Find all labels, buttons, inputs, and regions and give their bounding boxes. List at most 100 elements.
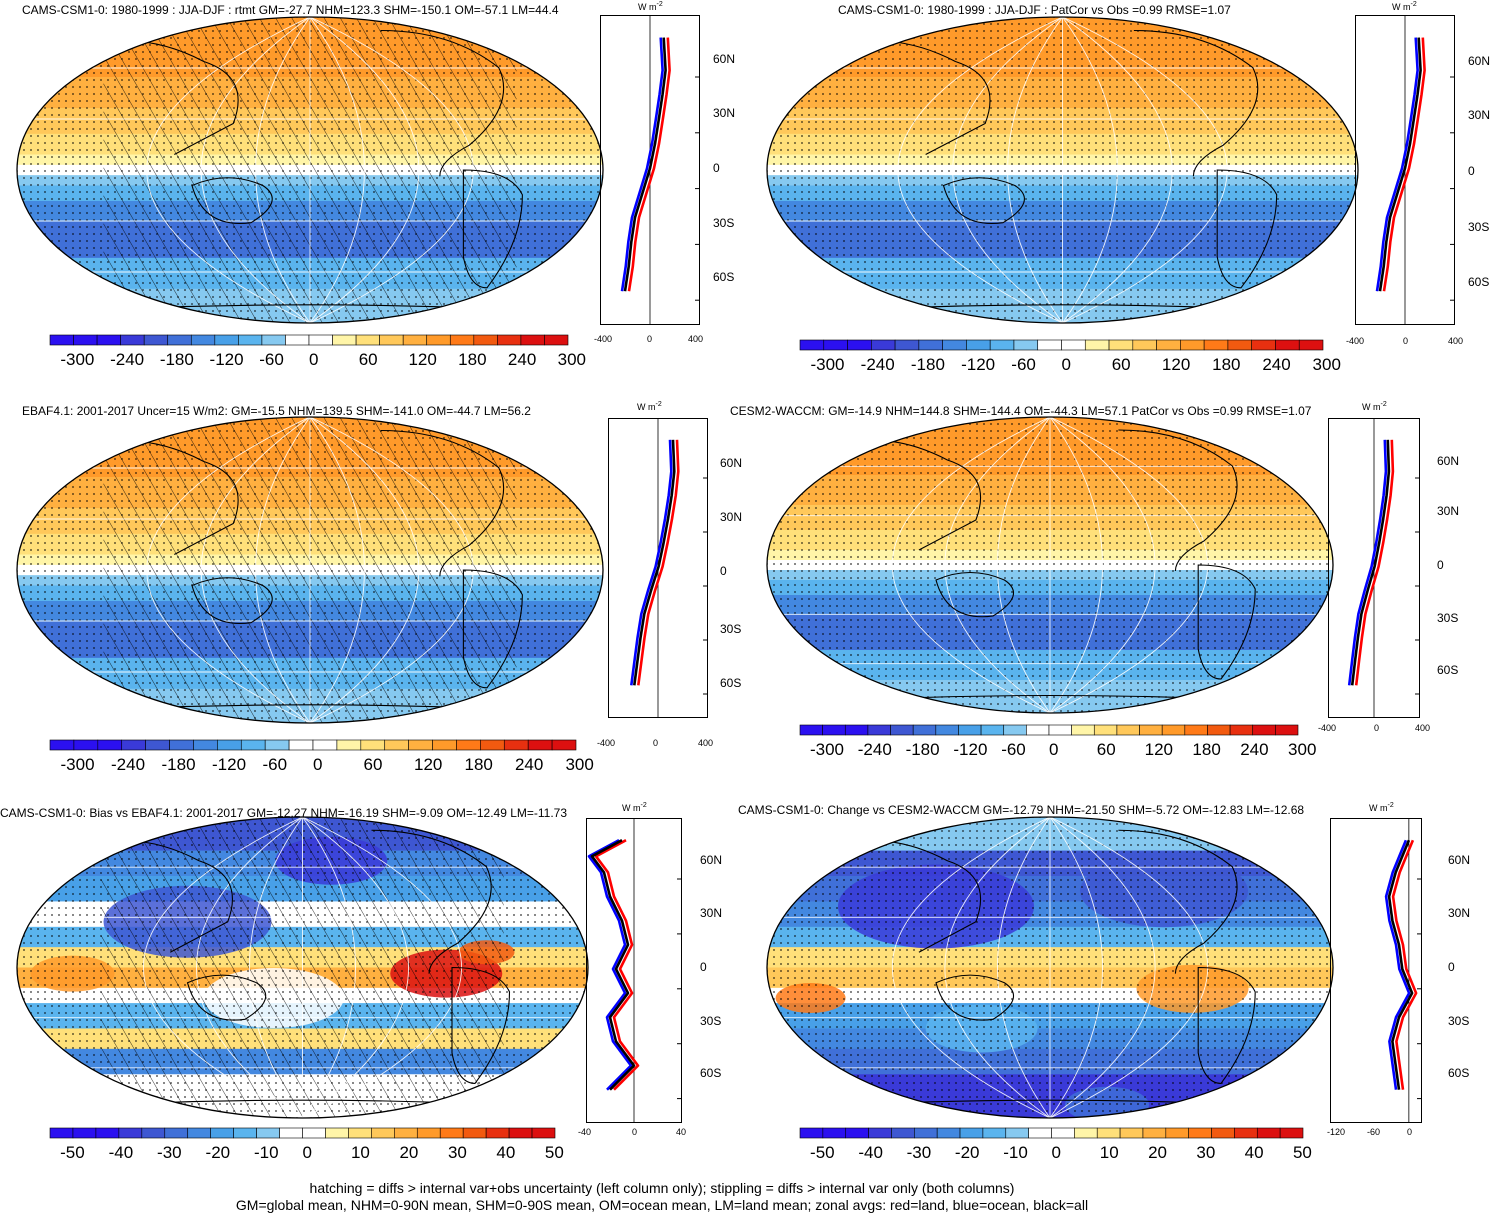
zonal-line-land <box>1382 37 1426 292</box>
xtick: 400 <box>688 334 704 344</box>
xtick: 0 <box>632 1127 638 1137</box>
colorbar-cell <box>966 339 991 351</box>
colorbar-cell <box>1251 339 1276 351</box>
colorbar-cell <box>845 1127 869 1139</box>
colorbar-cell <box>890 724 914 736</box>
colorbar-cell <box>914 1127 938 1139</box>
colorbar-label: -40 <box>108 1143 134 1162</box>
colorbar-5 <box>799 1127 1304 1139</box>
meridian-line <box>997 817 1051 1118</box>
colorbar-cell <box>402 334 428 346</box>
colorbar-label: -300 <box>60 350 95 369</box>
colorbar-cell <box>256 1127 280 1139</box>
zonal-line-ocean <box>1375 37 1419 292</box>
colorbar-label: -20 <box>954 1143 980 1162</box>
meridian-line <box>1049 817 1103 1118</box>
colorbar-label: 180 <box>458 350 487 369</box>
unit-exponent: -2 <box>655 401 662 408</box>
graticule <box>767 17 1358 323</box>
colorbar-cell <box>1207 724 1231 736</box>
colorbar-label: 10 <box>350 1143 370 1162</box>
coastline <box>462 169 523 289</box>
colorbar-cell <box>1093 724 1118 736</box>
coastline <box>380 29 505 177</box>
colorbar-label: -40 <box>858 1143 883 1162</box>
lat-label: 30S <box>1437 611 1459 625</box>
colorbar-cell <box>279 1127 303 1139</box>
colorbar-label: 60 <box>1096 740 1116 759</box>
colorbar-cell <box>416 1127 441 1139</box>
colorbar-cell <box>551 739 577 751</box>
colorbar-label: 0 <box>313 755 323 774</box>
colorbar-label: 240 <box>1262 355 1291 374</box>
lat-label: 30S <box>1448 1014 1470 1028</box>
panel-title-0: CAMS-CSM1-0: 1980-1999 : JJA-DJF : rtmt … <box>22 3 559 17</box>
meridian-line <box>997 417 1051 713</box>
colorbar-cell <box>1132 339 1157 351</box>
colorbar-cell <box>527 739 553 751</box>
colorbar-label: 120 <box>1161 355 1191 374</box>
map-outline <box>766 416 1334 714</box>
lat-labels-4: 60N 30N 0 30S 60S <box>700 818 740 1123</box>
map-outline <box>766 816 1334 1119</box>
unit-exponent: -2 <box>1380 401 1387 408</box>
colorbar-label: 60 <box>1111 355 1131 374</box>
colorbar-cell <box>240 739 266 751</box>
colorbar-cell <box>379 334 404 346</box>
colorbar-cell <box>822 724 846 736</box>
colorbar-cell <box>936 1127 961 1139</box>
meridian-line <box>1007 17 1063 323</box>
zonal-mean-plot-2 <box>608 418 708 718</box>
colorbar-cell <box>332 334 357 346</box>
colorbar-label: 240 <box>1240 740 1269 759</box>
map-outline <box>16 16 604 324</box>
meridian-line <box>897 17 1063 323</box>
colorbar-3 <box>799 724 1299 736</box>
colorbar-cell <box>141 1127 166 1139</box>
zonal-line-ocean <box>1384 839 1411 1090</box>
map-field <box>17 417 603 723</box>
coastline <box>451 966 511 1084</box>
lat-label: 0 <box>720 564 727 578</box>
colorbar-cell <box>325 1127 349 1139</box>
coastline <box>935 572 1015 618</box>
zonal-line-ocean <box>630 439 673 686</box>
map-5 <box>766 816 1334 1119</box>
colorbar-label: -120 <box>961 355 996 374</box>
colorbar-cell <box>312 739 338 751</box>
panel-title-1: CAMS-CSM1-0: 1980-1999 : JJA-DJF : PatCo… <box>838 3 1231 17</box>
colorbar-label: 300 <box>565 755 594 774</box>
panel-title-5: CAMS-CSM1-0: Change vs CESM2-WACCM GM=-1… <box>738 803 1305 817</box>
unit-text: W m <box>1369 803 1388 813</box>
meridian-line <box>309 417 365 723</box>
colorbar-cell <box>449 334 475 346</box>
colorbar-labels-1: -300 -240 -180 -120 -60 0 60 120 180 240 300 <box>800 355 1340 375</box>
lat-label: 60N <box>713 52 736 66</box>
zonal-mean-plot-5 <box>1330 818 1422 1123</box>
colorbar-label: -60 <box>259 350 284 369</box>
meridian-line <box>944 817 1051 1118</box>
colorbar-cell <box>1229 724 1254 736</box>
zonal-line-land <box>1391 839 1418 1090</box>
colorbar-label: -300 <box>809 740 844 759</box>
colorbar-cell <box>73 334 98 346</box>
colorbar-cell <box>847 339 872 351</box>
zonal-line-land <box>637 439 680 686</box>
colorbar-label: 20 <box>1148 1143 1167 1162</box>
xtick: 400 <box>698 738 714 748</box>
colorbar-0 <box>49 334 569 346</box>
panel-title-2: EBAF4.1: 2001-2017 Uncer=15 W/m2: GM=-15… <box>22 404 531 418</box>
colorbar-cell <box>217 739 242 751</box>
lat-label: 60S <box>1437 663 1459 677</box>
colorbar-cell <box>394 1127 418 1139</box>
meridian-line <box>196 817 303 1118</box>
meridian-line <box>1062 17 1118 323</box>
colorbar-cell <box>118 1127 143 1139</box>
lat-label: 60N <box>1448 853 1471 867</box>
map-outline <box>16 416 604 724</box>
colorbar-label: 10 <box>1099 1143 1119 1162</box>
unit-exponent: -2 <box>640 802 647 809</box>
unit-exponent: -2 <box>1387 802 1394 809</box>
lat-label: 60S <box>1468 275 1490 289</box>
colorbar-cell <box>264 739 290 751</box>
